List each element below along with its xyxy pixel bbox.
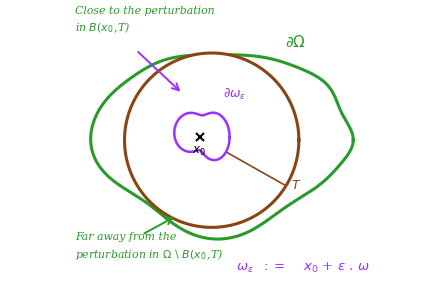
Polygon shape bbox=[174, 113, 229, 160]
Text: perturbation in $\Omega\setminus B(x_0\,$,T): perturbation in $\Omega\setminus B(x_0\,… bbox=[75, 247, 223, 262]
Text: Close to the perturbation: Close to the perturbation bbox=[75, 6, 214, 16]
Text: $\partial\Omega$: $\partial\Omega$ bbox=[285, 34, 306, 50]
Polygon shape bbox=[90, 55, 352, 239]
Text: $\omega_\varepsilon$  $:=$    $x_0$ + $\varepsilon$ . $\omega$: $\omega_\varepsilon$ $:=$ $x_0$ + $\vare… bbox=[236, 261, 369, 275]
Text: $x_0$: $x_0$ bbox=[191, 145, 205, 158]
Text: $T$: $T$ bbox=[290, 179, 301, 192]
Polygon shape bbox=[124, 53, 298, 227]
Text: in $B(x_0\,$,T): in $B(x_0\,$,T) bbox=[75, 20, 130, 35]
Text: $\partial\omega_\varepsilon$: $\partial\omega_\varepsilon$ bbox=[223, 87, 246, 102]
Text: Far away from the: Far away from the bbox=[75, 232, 176, 242]
